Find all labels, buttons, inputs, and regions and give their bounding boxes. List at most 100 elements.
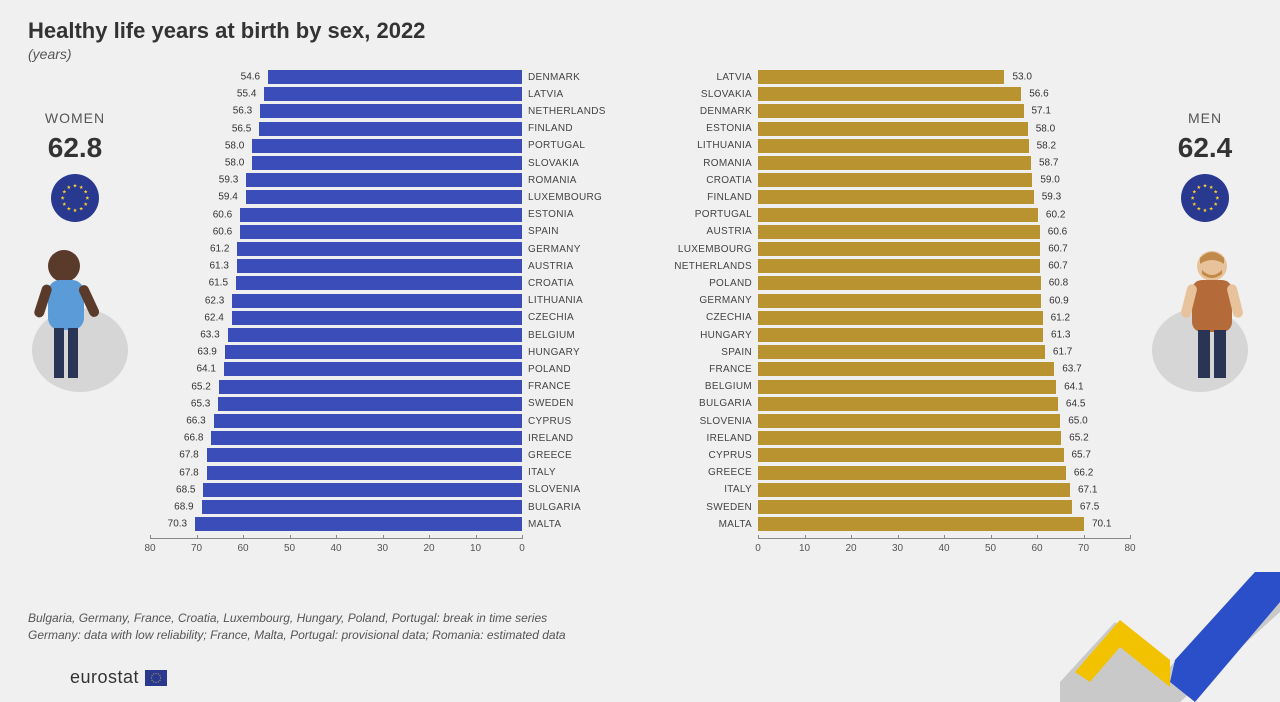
country-label: LATVIA [670, 72, 758, 83]
country-label: GERMANY [670, 295, 758, 306]
bar [219, 380, 522, 394]
axis-tick-label: 50 [985, 543, 996, 554]
bar [268, 70, 522, 84]
eu-flag-icon [1181, 174, 1229, 222]
bar-value: 63.9 [197, 347, 216, 358]
bar-value: 58.2 [1037, 140, 1056, 151]
men-summary-panel: MEN 62.4 [1140, 110, 1270, 415]
bar-value: 70.3 [168, 519, 187, 530]
bar-value: 60.6 [213, 209, 232, 220]
country-label: SWEDEN [670, 502, 758, 513]
country-label: CYPRUS [670, 450, 758, 461]
bar [252, 156, 522, 170]
bar-row: BULGARIA68.9 [150, 500, 610, 514]
country-label: DENMARK [522, 72, 610, 83]
country-label: SWEDEN [522, 398, 610, 409]
eu-flag-icon [51, 174, 99, 222]
country-label: POLAND [670, 278, 758, 289]
chart-subtitle: (years) [28, 46, 72, 62]
footnote-line: Bulgaria, Germany, France, Croatia, Luxe… [28, 610, 566, 627]
country-label: GREECE [670, 467, 758, 478]
bar [758, 483, 1070, 497]
bar-row: HUNGARY63.9 [150, 345, 610, 359]
bar-row: SLOVENIA68.5 [150, 483, 610, 497]
country-label: NETHERLANDS [522, 106, 610, 117]
bar-row: SWEDEN67.5 [670, 500, 1130, 514]
bar-value: 65.7 [1072, 450, 1091, 461]
bar [237, 259, 522, 273]
bar-row: LUXEMBOURG60.7 [670, 242, 1130, 256]
bar [758, 328, 1043, 342]
bar [758, 70, 1004, 84]
bar [758, 242, 1040, 256]
bar-value: 59.3 [1042, 192, 1061, 203]
bar-value: 60.6 [213, 226, 232, 237]
women-eu-value: 62.8 [10, 132, 140, 164]
country-label: FINLAND [522, 123, 610, 134]
bar [758, 397, 1058, 411]
bar [758, 104, 1024, 118]
bar [758, 380, 1056, 394]
bar [758, 276, 1041, 290]
bar-row: LITHUANIA62.3 [150, 294, 610, 308]
country-label: AUSTRIA [522, 261, 610, 272]
bar-value: 59.3 [219, 175, 238, 186]
men-chart: LATVIA53.0SLOVAKIA56.6DENMARK57.1ESTONIA… [670, 68, 1130, 578]
bar-row: CYPRUS66.3 [150, 414, 610, 428]
bar [758, 122, 1028, 136]
bar [202, 500, 522, 514]
bar [203, 483, 522, 497]
country-label: LATVIA [522, 89, 610, 100]
country-label: FRANCE [522, 381, 610, 392]
bar [758, 431, 1061, 445]
bar-value: 53.0 [1012, 72, 1031, 83]
bar [758, 208, 1038, 222]
bar-value: 64.1 [196, 364, 215, 375]
bar-value: 60.8 [1049, 278, 1068, 289]
country-label: BELGIUM [522, 330, 610, 341]
axis-tick-label: 80 [144, 543, 155, 554]
bar-value: 60.6 [1048, 226, 1067, 237]
bar [207, 448, 522, 462]
bar-value: 65.0 [1068, 416, 1087, 427]
bar-row: GERMANY 60.9 [670, 294, 1130, 308]
bar-row: GREECE66.2 [670, 466, 1130, 480]
country-label: CROATIA [670, 175, 758, 186]
bar-value: 64.5 [1066, 398, 1085, 409]
country-label: GREECE [522, 450, 610, 461]
eurostat-logo-text: eurostat [70, 667, 139, 688]
bar [758, 517, 1084, 531]
bar-row: HUNGARY61.3 [670, 328, 1130, 342]
country-label: SLOVAKIA [670, 89, 758, 100]
bar-row: SLOVENIA65.0 [670, 414, 1130, 428]
country-label: SLOVAKIA [522, 158, 610, 169]
bar-value: 56.6 [1029, 89, 1048, 100]
bar-value: 63.3 [200, 330, 219, 341]
bar [246, 173, 522, 187]
country-label: CROATIA [522, 278, 610, 289]
bar-value: 59.4 [218, 192, 237, 203]
bar-row: PORTUGAL58.0 [150, 139, 610, 153]
decorative-swoosh-icon [1020, 572, 1280, 702]
bar-value: 58.0 [1036, 123, 1055, 134]
bar-value: 61.2 [1051, 312, 1070, 323]
bar-value: 60.9 [1049, 295, 1068, 306]
bar-row: ROMANIA59.3 [150, 173, 610, 187]
bar-row: SPAIN60.6 [150, 225, 610, 239]
country-label: LITHUANIA [522, 295, 610, 306]
bar-row: CZECHIA62.4 [150, 311, 610, 325]
axis-tick-label: 40 [938, 543, 949, 554]
women-x-axis: 01020304050607080 [150, 538, 522, 558]
bar-value: 56.5 [232, 123, 251, 134]
bar [252, 139, 522, 153]
bar-value: 59.0 [1040, 175, 1059, 186]
bar-value: 62.4 [204, 312, 223, 323]
bar-value: 58.0 [225, 140, 244, 151]
axis-tick-label: 60 [1031, 543, 1042, 554]
country-label: BULGARIA [522, 502, 610, 513]
bar [264, 87, 522, 101]
bar-value: 61.3 [210, 261, 229, 272]
bar-row: SLOVAKIA 56.6 [670, 87, 1130, 101]
bar [259, 122, 522, 136]
country-label: SPAIN [670, 347, 758, 358]
